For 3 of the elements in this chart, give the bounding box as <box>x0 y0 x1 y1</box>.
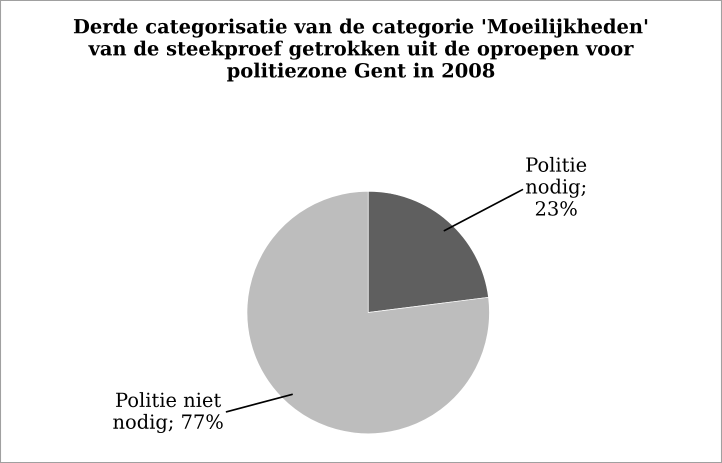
chart-title: Derde categorisatie van de categorie 'Moeilijkheden' van de steekproef getrokken uit de oproepen voor politiezone Gent in 2008 <box>74 18 648 82</box>
data-label: Politie nodig; 23% <box>526 156 586 216</box>
data-label: Politie niet nodig; 77% <box>113 392 223 434</box>
